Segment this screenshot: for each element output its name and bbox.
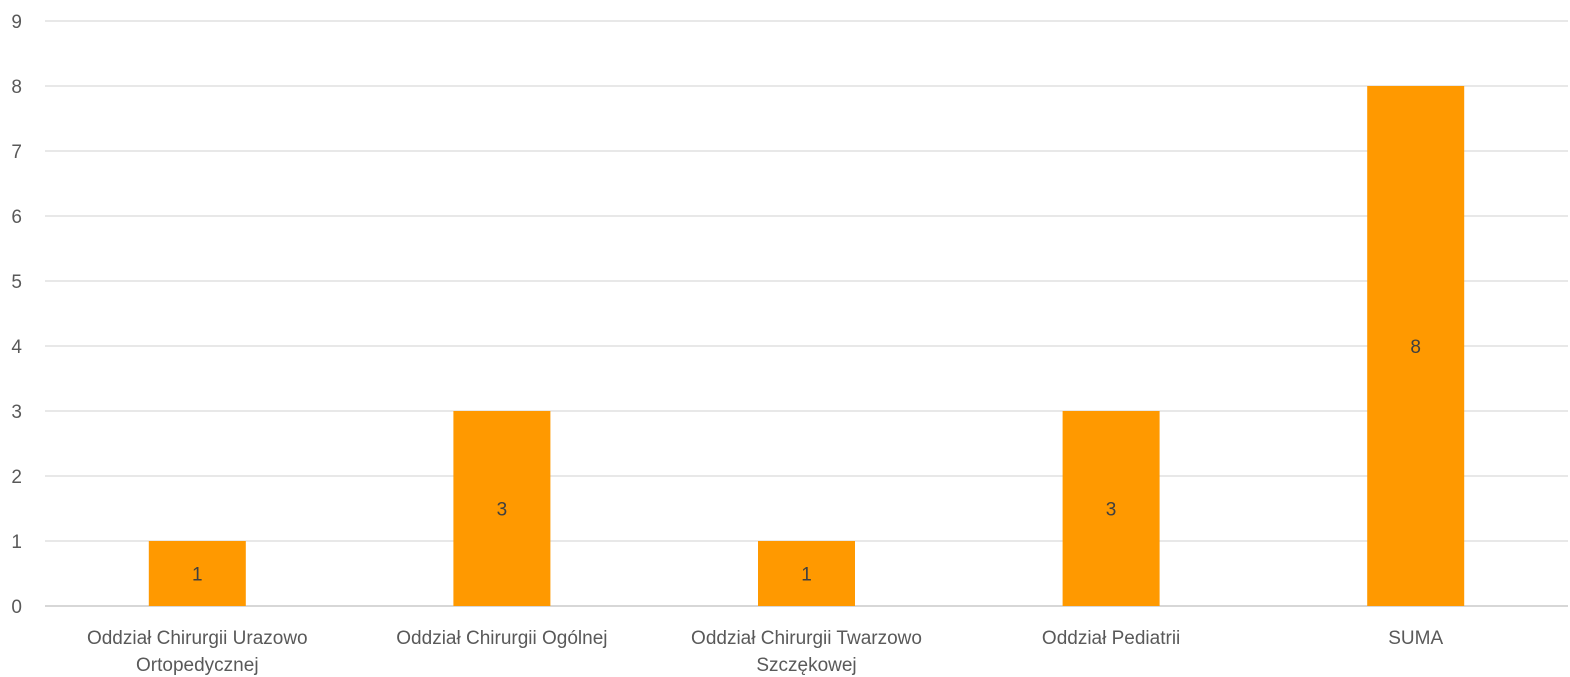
y-tick-label: 1 bbox=[11, 532, 22, 553]
bar bbox=[453, 411, 551, 606]
y-tick-label: 9 bbox=[11, 12, 22, 33]
y-tick-label: 0 bbox=[11, 597, 22, 618]
x-category-label: Oddział Chirurgii Twarzowo bbox=[691, 628, 922, 649]
data-label: 3 bbox=[497, 500, 508, 521]
bars bbox=[148, 86, 1465, 606]
bar bbox=[758, 541, 855, 606]
y-tick-label: 5 bbox=[11, 272, 22, 293]
y-tick-label: 4 bbox=[11, 337, 22, 358]
y-tick-label: 2 bbox=[11, 467, 22, 488]
x-category-label: Oddział Pediatrii bbox=[1042, 628, 1180, 649]
x-category-label: Ortopedycznej bbox=[136, 655, 259, 676]
data-label: 1 bbox=[192, 565, 203, 586]
y-tick-label: 7 bbox=[11, 142, 22, 163]
bar bbox=[1062, 411, 1160, 606]
y-axis-ticks: 0 1 2 3 4 5 6 7 8 9 bbox=[11, 12, 22, 618]
y-tick-label: 8 bbox=[11, 77, 22, 98]
x-category-label: Szczękowej bbox=[756, 655, 856, 676]
gridlines bbox=[45, 20, 1568, 607]
x-category-label: Oddział Chirurgii Urazowo bbox=[87, 628, 308, 649]
x-axis-labels: Oddział Chirurgii Urazowo Ortopedycznej Od… bbox=[87, 628, 1444, 676]
data-label: 1 bbox=[801, 565, 812, 586]
data-labels: 1 3 1 3 8 bbox=[192, 337, 1421, 586]
bar bbox=[1367, 86, 1465, 606]
y-tick-label: 6 bbox=[11, 207, 22, 228]
x-category-label: Oddział Chirurgii Ogólnej bbox=[396, 628, 607, 649]
x-category-label: SUMA bbox=[1388, 628, 1443, 649]
y-tick-label: 3 bbox=[11, 402, 22, 423]
data-label: 8 bbox=[1410, 337, 1421, 358]
bar bbox=[148, 541, 246, 606]
data-label: 3 bbox=[1106, 500, 1117, 521]
